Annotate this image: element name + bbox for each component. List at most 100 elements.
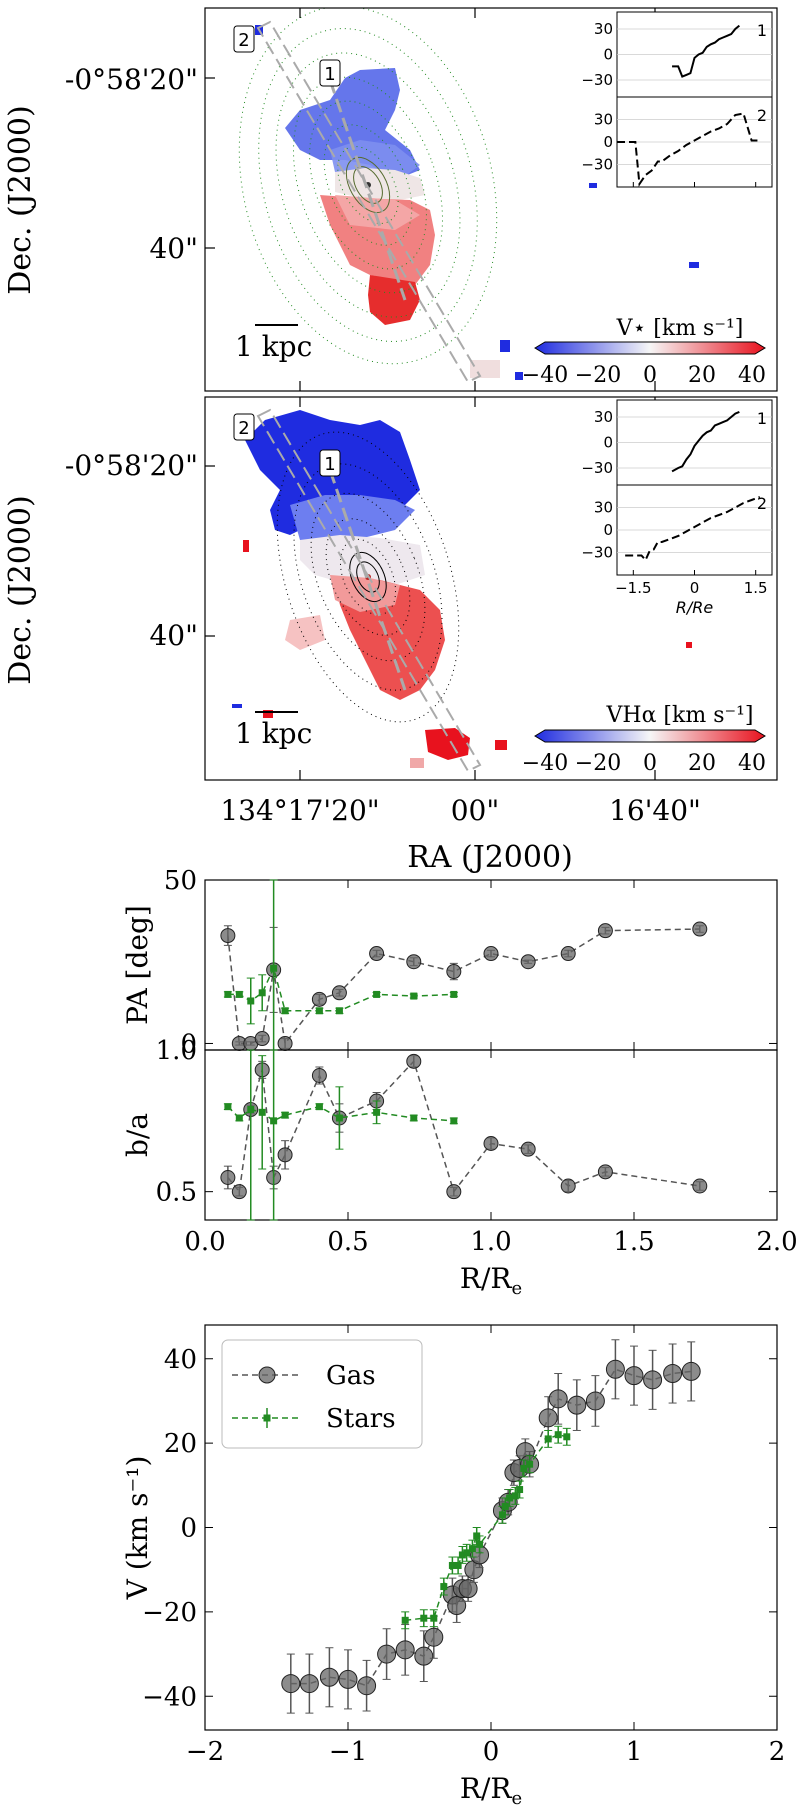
data-point bbox=[692, 921, 708, 937]
data-point bbox=[424, 1627, 444, 1647]
series-line bbox=[227, 928, 700, 1046]
data-point bbox=[224, 990, 232, 998]
data-point bbox=[501, 1502, 509, 1510]
data-point bbox=[373, 990, 381, 998]
y-tick-label: 0 bbox=[180, 1514, 197, 1544]
y-axis-label: b/a bbox=[121, 1113, 154, 1157]
data-point bbox=[414, 1646, 434, 1666]
inset-curve-2 bbox=[625, 496, 761, 562]
data-point bbox=[335, 1114, 343, 1122]
y-tick-label: 40 bbox=[164, 1345, 197, 1375]
redshifted-fringe bbox=[285, 615, 325, 650]
redshifted-tail bbox=[368, 275, 420, 325]
legend-box bbox=[221, 1339, 423, 1449]
y-tick-label: 0 bbox=[180, 1029, 197, 1059]
data-point bbox=[511, 1492, 519, 1500]
slit-1 bbox=[328, 469, 407, 691]
slit-2 bbox=[256, 408, 482, 773]
series-line bbox=[227, 966, 454, 1012]
data-point bbox=[520, 954, 536, 970]
stray-pixel bbox=[589, 183, 597, 188]
data-point bbox=[270, 1117, 278, 1125]
data-point bbox=[450, 1117, 458, 1125]
inset-tick-label: 30 bbox=[594, 499, 613, 517]
inset-curve-label: 1 bbox=[757, 409, 767, 428]
inset-tick-label: 0 bbox=[603, 133, 613, 151]
data-point bbox=[605, 1359, 625, 1379]
data-point bbox=[315, 1103, 323, 1111]
x-tick-label: −2 bbox=[186, 1737, 224, 1767]
y-tick-label: 0.5 bbox=[156, 1178, 197, 1208]
rotation-curve-insets: 30 30 0 0 −30 −30 1 2 30 30 0 0 −30 −30 1 2 −1.5 0 1.5 R/Re bbox=[581, 11, 773, 617]
legend-label: Stars bbox=[326, 1404, 396, 1434]
inset-xlabel: R/Re bbox=[676, 598, 714, 617]
slit-2 bbox=[256, 20, 482, 384]
legend-marker bbox=[258, 1366, 276, 1384]
data-point bbox=[692, 1178, 708, 1194]
svg-text:2: 2 bbox=[238, 30, 249, 51]
stray-pixel bbox=[500, 340, 510, 352]
svg-text:1: 1 bbox=[324, 454, 335, 475]
inset-xtick-label: −1.5 bbox=[615, 579, 651, 597]
data-point bbox=[624, 1366, 644, 1386]
data-point bbox=[681, 1361, 701, 1381]
inset-curve-label: 2 bbox=[757, 494, 767, 513]
data-point bbox=[258, 989, 266, 997]
data-point bbox=[235, 1114, 243, 1122]
pa-chart: 0 50 PA [deg] bbox=[121, 866, 778, 1059]
inset-tick-label: 0 bbox=[603, 46, 613, 64]
data-point bbox=[483, 1136, 499, 1151]
series-stars bbox=[223, 879, 458, 1051]
data-point bbox=[468, 1545, 476, 1553]
series-line bbox=[227, 1105, 454, 1122]
inset-tick-label: −30 bbox=[581, 71, 613, 89]
stray-pixel bbox=[232, 704, 242, 708]
data-point bbox=[446, 964, 462, 980]
dec-axis-label: Dec. (J2000) bbox=[3, 495, 38, 684]
colorbar: VHα [km s⁻¹] −40 −20 0 20 40 bbox=[522, 703, 766, 776]
ra-axis-label: RA (J2000) bbox=[407, 840, 573, 875]
inset-tick-label: 30 bbox=[594, 20, 613, 38]
data-point bbox=[458, 1551, 466, 1559]
map-frame bbox=[204, 396, 778, 781]
data-point bbox=[270, 964, 278, 972]
data-point bbox=[357, 1676, 377, 1696]
dec-tick-label: 40" bbox=[149, 619, 198, 652]
redshifted-knot bbox=[425, 728, 470, 760]
series-gas bbox=[220, 1053, 708, 1200]
dec-tick-label: 40" bbox=[149, 232, 198, 265]
data-point bbox=[281, 1007, 289, 1015]
y-tick-label: 20 bbox=[164, 1429, 197, 1459]
ra-tick-label: 134°17'20" bbox=[220, 794, 379, 827]
stray-pixel bbox=[689, 262, 699, 268]
dec-tick-label: -0°58'20" bbox=[65, 63, 198, 96]
data-point bbox=[395, 1640, 415, 1660]
y-axis-label: PA [deg] bbox=[121, 905, 154, 1025]
inset-tick-label: −30 bbox=[581, 156, 613, 174]
data-point bbox=[560, 1178, 576, 1194]
svg-text:40: 40 bbox=[738, 751, 766, 776]
svg-text:0: 0 bbox=[643, 363, 657, 388]
data-point bbox=[597, 1164, 613, 1180]
scale-bar-label: 1 kpc bbox=[235, 717, 312, 750]
rotation-curve-inset: 30 30 0 0 −30 −30 1 2 bbox=[581, 11, 773, 188]
stray-pixel bbox=[243, 540, 249, 552]
x-tick-label: 0 bbox=[483, 1737, 500, 1767]
series-gas bbox=[281, 1339, 701, 1714]
data-point bbox=[483, 946, 499, 962]
x-tick-label: 1.0 bbox=[470, 1227, 511, 1257]
y-tick-label: 50 bbox=[164, 866, 197, 896]
data-point bbox=[277, 1035, 293, 1051]
scale-bar-label: 1 kpc bbox=[235, 330, 312, 363]
x-axis-label: R/Re bbox=[460, 1262, 522, 1299]
legend-label: Gas bbox=[326, 1361, 376, 1391]
slit-label-1: 1 bbox=[319, 59, 341, 87]
data-point bbox=[247, 997, 255, 1005]
rotation-curve-inset: 30 30 0 0 −30 −30 1 2 −1.5 0 1.5 R/Re bbox=[581, 399, 773, 617]
legend-item-stars: Stars bbox=[232, 1404, 396, 1434]
data-point bbox=[258, 1108, 266, 1116]
isophote-contours bbox=[238, 8, 498, 365]
data-point bbox=[377, 1644, 397, 1664]
data-point bbox=[406, 954, 422, 970]
